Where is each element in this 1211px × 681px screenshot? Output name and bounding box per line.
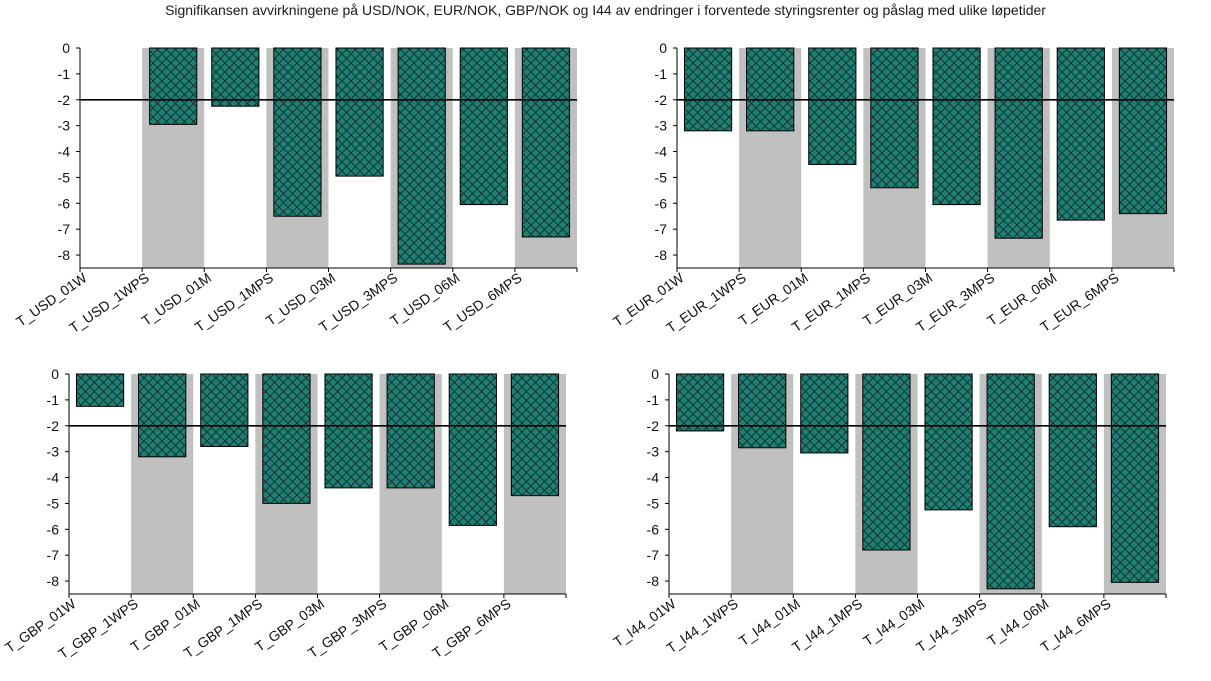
y-tick-label: -1 xyxy=(58,66,71,82)
y-tick-label: -3 xyxy=(58,118,71,134)
bar-t_usd_06m xyxy=(459,47,508,206)
bar-t_i44_3mps xyxy=(986,373,1035,590)
bar-t_usd_1wps xyxy=(149,47,198,125)
bar-t_i44_06m xyxy=(1048,373,1097,528)
y-tick-label: -2 xyxy=(47,418,60,434)
chart-panel-3: 0-1-2-3-4-5-6-7-8T_GBP_01WT_GBP_1WPST_GB… xyxy=(2,366,567,662)
y-tick-label: -8 xyxy=(58,247,71,263)
bar-t_gbp_01m xyxy=(200,373,249,447)
y-tick-label: -6 xyxy=(58,195,71,211)
x-tick-label: T_I44_1MPS xyxy=(789,595,865,655)
bar-t_gbp_6mps xyxy=(510,373,560,497)
bar-t_gbp_1wps xyxy=(138,373,187,458)
y-tick-label: 0 xyxy=(651,366,659,382)
bar-t_gbp_03m xyxy=(324,373,373,489)
y-tick-label: -1 xyxy=(647,392,660,408)
chart-panel-1: 0-1-2-3-4-5-6-7-8T_USD_01WT_USD_1WPST_US… xyxy=(13,40,578,336)
y-tick-label: -2 xyxy=(58,92,71,108)
bar-t_gbp_06m xyxy=(448,373,497,526)
y-tick-label: -7 xyxy=(655,221,668,237)
bar-t_eur_01m xyxy=(808,47,857,165)
bar-t_eur_03m xyxy=(932,47,981,206)
y-tick-label: 0 xyxy=(659,40,667,56)
bar-t_i44_01w xyxy=(675,373,725,432)
bar-t_usd_3mps xyxy=(397,47,446,265)
bar-t_gbp_3mps xyxy=(386,373,435,489)
y-tick-label: -4 xyxy=(647,470,660,486)
bar-t_usd_01m xyxy=(211,47,260,107)
y-tick-label: 0 xyxy=(51,366,59,382)
bar-t_eur_06m xyxy=(1056,47,1105,221)
bar-t_usd_03m xyxy=(335,47,384,177)
y-tick-label: -4 xyxy=(58,144,71,160)
y-tick-label: -6 xyxy=(647,521,660,537)
bar-t_i44_01m xyxy=(800,373,849,454)
y-tick-label: -4 xyxy=(655,144,668,160)
y-tick-label: -3 xyxy=(647,444,660,460)
bar-t_eur_6mps xyxy=(1118,47,1168,215)
y-tick-label: -5 xyxy=(647,495,660,511)
bar-t_eur_01w xyxy=(683,47,733,132)
bar-t_eur_1mps xyxy=(870,47,919,189)
y-tick-label: -1 xyxy=(47,392,60,408)
y-tick-label: -5 xyxy=(655,169,668,185)
y-tick-label: -6 xyxy=(655,195,668,211)
y-tick-label: -5 xyxy=(58,169,71,185)
x-tick-label: T_I44_3MPS xyxy=(913,595,989,655)
y-tick-label: -7 xyxy=(47,547,60,563)
y-tick-label: -6 xyxy=(47,521,60,537)
bar-t_i44_6mps xyxy=(1110,373,1160,583)
bar-t_gbp_1mps xyxy=(262,373,311,504)
bar-t_eur_3mps xyxy=(994,47,1043,239)
y-tick-label: -8 xyxy=(47,573,60,589)
chart-panel-4: 0-1-2-3-4-5-6-7-8T_I44_01WT_I44_1WPST_I4… xyxy=(610,366,1167,656)
y-tick-label: 0 xyxy=(62,40,70,56)
bar-t_i44_1wps xyxy=(738,373,787,449)
y-tick-label: -8 xyxy=(655,247,668,263)
bar-t_usd_6mps xyxy=(521,47,571,238)
y-tick-label: -3 xyxy=(655,118,668,134)
y-tick-label: -5 xyxy=(47,495,60,511)
y-tick-label: -8 xyxy=(647,573,660,589)
y-tick-label: -1 xyxy=(655,66,668,82)
y-tick-label: -7 xyxy=(58,221,71,237)
y-tick-label: -2 xyxy=(647,418,660,434)
x-tick-label: T_I44_6MPS xyxy=(1037,595,1113,655)
bar-t_gbp_01w xyxy=(75,373,125,407)
chart-panel-2: 0-1-2-3-4-5-6-7-8T_EUR_01WT_EUR_1WPST_EU… xyxy=(610,40,1175,336)
chart-figure-title: Signifikansen avvirkningene på USD/NOK, … xyxy=(165,2,1046,18)
y-tick-label: -2 xyxy=(655,92,668,108)
y-tick-label: -4 xyxy=(47,470,60,486)
bar-t_usd_1mps xyxy=(273,47,322,217)
bar-t_i44_1mps xyxy=(862,373,911,551)
bar-t_eur_1wps xyxy=(746,47,795,132)
bar-t_i44_03m xyxy=(924,373,973,511)
y-tick-label: -7 xyxy=(647,547,660,563)
y-tick-label: -3 xyxy=(47,444,60,460)
